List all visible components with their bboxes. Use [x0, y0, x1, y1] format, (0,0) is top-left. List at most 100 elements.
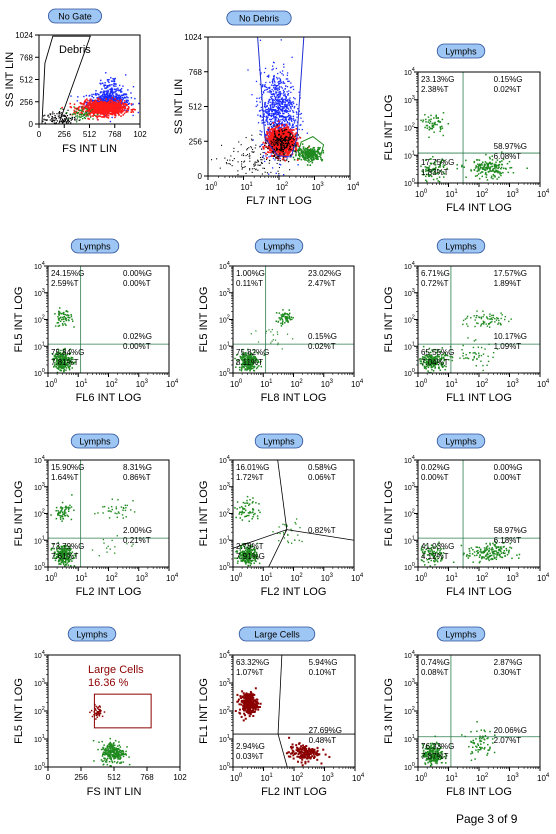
- p2-event-point: [295, 145, 298, 148]
- p2-event-point: [279, 109, 282, 111]
- p2-event-point: [283, 154, 285, 156]
- p1-event-point: [110, 105, 113, 108]
- p2-event-point: [271, 111, 273, 113]
- p2-event-point: [289, 136, 291, 138]
- p2-event-point: [304, 153, 306, 155]
- p2-event-point: [267, 147, 269, 150]
- p1-event-point: [104, 90, 106, 93]
- p3-event-point: [492, 167, 495, 170]
- p2-event-point: [216, 158, 218, 160]
- p2-event-point: [241, 161, 243, 163]
- p1-event-point: [102, 103, 104, 106]
- p2-event-point: [285, 128, 287, 131]
- p1-event-point: [88, 113, 91, 116]
- p2-event-point: [277, 94, 279, 96]
- p1-event-point: [100, 83, 102, 85]
- p2-event-point: [273, 104, 275, 107]
- p2-event-point: [292, 109, 294, 112]
- p2-event-point: [290, 86, 292, 88]
- p2-event-point: [268, 173, 270, 175]
- p1-event-point: [132, 114, 134, 117]
- p1-gate-label: No Gate: [58, 12, 92, 22]
- p2-event-point: [268, 75, 270, 77]
- p3-event-point: [479, 172, 482, 174]
- p2-event-point: [280, 126, 282, 129]
- p1-event-point: [69, 102, 72, 105]
- p2-event-point: [266, 158, 268, 161]
- p2-event-point: [265, 86, 268, 89]
- p1-event-point: [62, 108, 64, 110]
- p1-event-point: [69, 106, 72, 108]
- p1-event-point: [75, 107, 77, 110]
- p2-event-point: [313, 152, 315, 155]
- p1-event-point: [95, 94, 97, 96]
- p1-event-point: [122, 94, 124, 96]
- p1-event-point: [58, 112, 60, 114]
- p2-event-point: [281, 149, 284, 151]
- p2-event-point: [267, 113, 269, 115]
- p2-event-point: [285, 104, 287, 106]
- p2-event-point: [256, 97, 258, 99]
- p2-event-point: [292, 134, 295, 137]
- p2-event-point: [251, 147, 253, 149]
- p1-event-point: [57, 115, 59, 117]
- p2-event-point: [285, 147, 287, 149]
- p2-event-point: [267, 134, 270, 137]
- p2-event-point: [275, 126, 278, 129]
- p2-event-point: [261, 86, 264, 88]
- p2-event-point: [283, 119, 285, 122]
- p1-event-point: [111, 100, 113, 103]
- p2-event-point: [322, 149, 325, 152]
- p2-event-point: [270, 140, 272, 142]
- p2-event-point: [275, 132, 278, 135]
- p3-event-point: [477, 163, 479, 165]
- p3-event-point: [430, 127, 433, 130]
- p3-event-point: [497, 170, 499, 173]
- p1-event-point: [117, 87, 119, 89]
- p2-event-point: [285, 123, 288, 126]
- p2-event-point: [288, 137, 290, 139]
- p3-event-point: [479, 163, 482, 166]
- p2-event-point: [257, 161, 259, 163]
- p2-event-point: [317, 147, 320, 149]
- p2-event-point: [300, 117, 302, 119]
- p2-event-point: [245, 172, 247, 174]
- p1-event-point: [106, 103, 109, 106]
- p2-event-point: [289, 110, 292, 112]
- p2-event-point: [273, 154, 276, 156]
- p3-event-point: [463, 166, 466, 168]
- p3-event-point: [432, 124, 435, 127]
- p2-event-point: [281, 109, 283, 111]
- p2-event-point: [274, 128, 277, 130]
- p3-event-point: [483, 166, 485, 168]
- p3-event-point: [434, 168, 437, 170]
- p2-event-point: [284, 132, 286, 135]
- p2-event-point: [277, 81, 279, 83]
- p2-event-point: [279, 123, 281, 125]
- p2-event-point: [285, 137, 288, 140]
- p2-event-point: [241, 163, 243, 165]
- p1-event-point: [114, 105, 117, 108]
- p2-event-point: [237, 174, 239, 176]
- p2-event-point: [261, 173, 263, 175]
- p2-event-point: [290, 115, 292, 117]
- p2-event-point: [270, 141, 272, 144]
- p2-event-point: [274, 137, 277, 140]
- p3-event-point: [436, 123, 438, 126]
- p1-event-point: [111, 108, 114, 111]
- p2-event-point: [291, 145, 294, 148]
- p3-event-point: [494, 175, 496, 177]
- p2-event-point: [297, 143, 299, 145]
- p2-event-point: [272, 112, 274, 115]
- p2-event-point: [270, 150, 273, 153]
- p2-event-point: [293, 107, 295, 109]
- p3-event-point: [496, 170, 498, 173]
- p1-event-point: [104, 96, 107, 98]
- p2-event-point: [267, 151, 269, 153]
- p2-event-point: [306, 148, 309, 150]
- p2-event-point: [272, 143, 275, 145]
- p1-event-point: [61, 106, 63, 109]
- p2-event-point: [270, 155, 273, 157]
- p1-event-point: [103, 104, 105, 107]
- p2-event-point: [273, 109, 275, 112]
